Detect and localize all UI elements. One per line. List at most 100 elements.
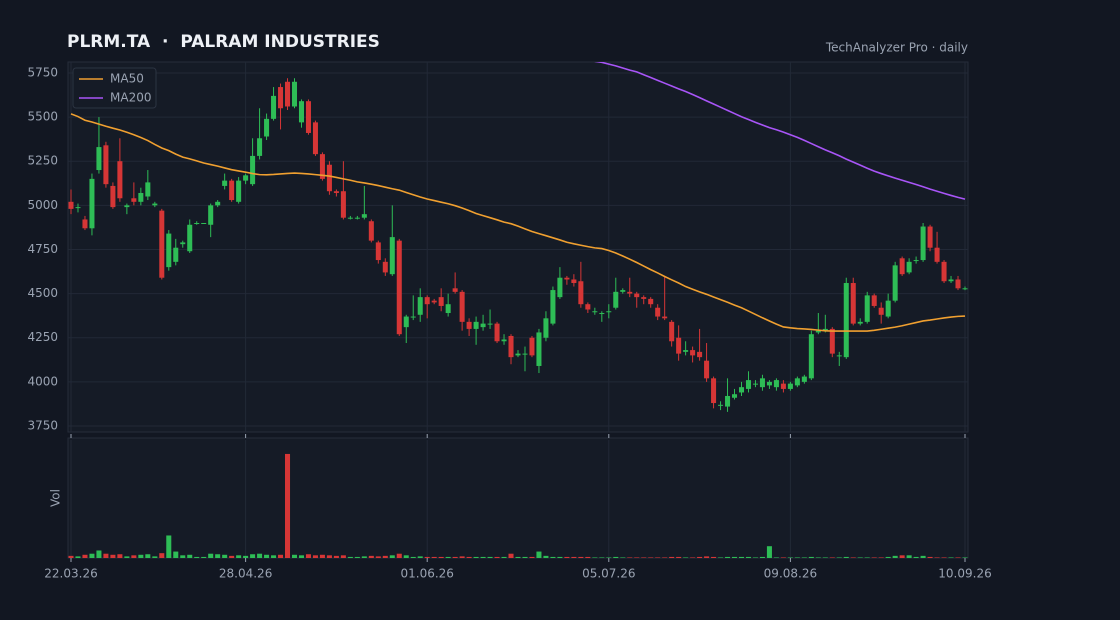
volume-bar — [857, 557, 863, 558]
volume-bar — [934, 557, 940, 558]
candle-body — [585, 304, 591, 310]
volume-bar — [529, 556, 535, 558]
candle-body — [780, 383, 786, 389]
volume-bar — [215, 554, 221, 558]
candle-body — [627, 291, 633, 294]
volume-bar — [843, 556, 849, 558]
candle-body — [948, 279, 954, 282]
candle-body — [578, 281, 584, 305]
y-tick-label: 5750 — [27, 65, 58, 79]
volume-bar — [201, 556, 207, 558]
volume-bar — [82, 554, 88, 558]
candle-body — [473, 321, 479, 329]
volume-bar — [159, 553, 165, 558]
volume-bar — [271, 555, 277, 558]
volume-bar — [236, 555, 242, 558]
volume-bar — [711, 556, 717, 558]
volume-bar — [766, 546, 772, 558]
price-panel — [67, 61, 969, 433]
candle-body — [766, 381, 772, 386]
x-tick-label: 05.07.26 — [582, 567, 635, 581]
candle-body — [459, 291, 465, 322]
candle-body — [864, 295, 870, 322]
volume-bar — [773, 557, 779, 558]
x-tick-label: 28.04.26 — [219, 567, 272, 581]
volume-bar — [704, 556, 710, 558]
volume-bar — [808, 556, 814, 558]
volume-bar — [634, 557, 640, 558]
volume-bar — [403, 555, 409, 558]
candle-body — [773, 380, 779, 388]
volume-bar — [948, 557, 954, 558]
candle-body — [557, 277, 563, 298]
candle-body — [326, 164, 332, 192]
volume-bar — [487, 556, 493, 558]
volume-bar — [752, 557, 758, 558]
candle-body — [298, 101, 304, 123]
candle-body — [613, 291, 619, 308]
candle-body — [103, 145, 109, 185]
volume-bar — [410, 556, 416, 558]
candle-body — [96, 147, 102, 171]
candle-body — [166, 233, 172, 268]
volume-bar — [815, 557, 821, 558]
candle-body — [850, 283, 856, 324]
volume-bar — [536, 551, 542, 558]
volume-bar — [787, 557, 793, 558]
candle-body — [752, 383, 758, 385]
y-tick-label: 4750 — [27, 242, 58, 256]
candle-body — [704, 360, 710, 379]
candle-body — [815, 330, 821, 333]
candle-body — [857, 321, 863, 324]
candle-body — [291, 81, 298, 107]
candle-body — [725, 395, 731, 407]
volume-bar — [955, 557, 961, 558]
candle-body — [424, 297, 430, 305]
candle-body — [718, 404, 724, 406]
candle-body — [257, 138, 263, 156]
volume-bar — [103, 553, 109, 558]
candle-body — [159, 210, 165, 278]
candle-body — [396, 240, 402, 335]
candle-body — [899, 258, 905, 275]
volume-bar — [822, 557, 828, 558]
volume-bar — [340, 555, 346, 558]
candle-body — [222, 180, 228, 186]
candle-body — [201, 222, 207, 224]
volume-bar — [599, 557, 605, 558]
candle-body — [543, 318, 549, 338]
candle-body — [145, 182, 151, 197]
volume-bar — [920, 555, 926, 558]
volume-axis-label: Vol — [49, 489, 63, 507]
volume-bar — [550, 556, 556, 558]
candle-body — [843, 283, 849, 358]
volume-bar — [606, 557, 612, 558]
volume-bar — [871, 557, 877, 558]
candle-body — [305, 101, 311, 133]
candle-body — [711, 378, 717, 404]
y-tick-label: 5000 — [27, 198, 58, 212]
chart-subtitle: TechAnalyzer Pro · daily — [825, 41, 968, 55]
x-tick-label: 01.06.26 — [400, 567, 453, 581]
candle-body — [550, 290, 556, 324]
volume-bar — [738, 556, 745, 558]
volume-bar — [892, 555, 898, 558]
candle-body — [697, 351, 703, 358]
volume-bar — [585, 556, 591, 558]
candle-body — [836, 355, 842, 357]
candle-body — [89, 178, 95, 229]
candle-body — [452, 288, 458, 292]
y-tick-label: 4250 — [27, 330, 58, 344]
volume-bar — [354, 556, 360, 558]
volume-bar — [962, 557, 968, 558]
volume-bar — [257, 553, 263, 558]
volume-bar — [850, 557, 856, 558]
legend-label: MA200 — [110, 91, 151, 105]
ma-line — [70, 113, 966, 332]
candle-body — [68, 201, 74, 209]
candle-body — [592, 311, 598, 313]
volume-bar — [361, 556, 367, 558]
candle-body — [787, 383, 793, 389]
volume-bar — [452, 556, 458, 558]
